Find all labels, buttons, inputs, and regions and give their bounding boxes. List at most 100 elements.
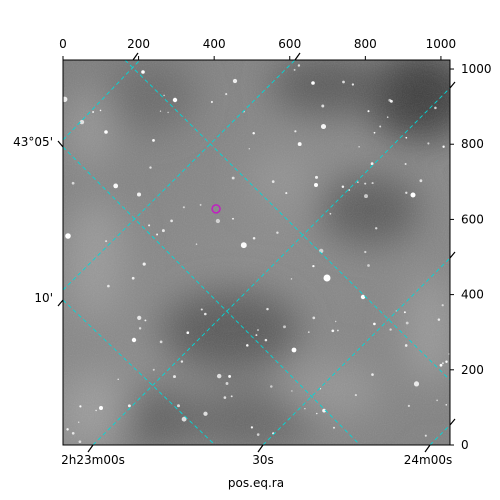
star [250, 426, 254, 429]
star [152, 139, 155, 142]
ra-tick-label-2: 24m00s [404, 453, 452, 467]
top-tick-label: 600 [278, 37, 301, 51]
star [307, 331, 310, 333]
star [348, 189, 351, 191]
star [92, 111, 95, 113]
star [173, 375, 176, 379]
star [371, 182, 374, 185]
star [434, 106, 437, 110]
world-tick [424, 444, 431, 453]
star [290, 278, 293, 280]
star [424, 434, 427, 437]
star [195, 243, 198, 245]
grid-line [262, 257, 450, 445]
star [445, 360, 448, 363]
star [71, 431, 75, 435]
star [367, 110, 370, 113]
world-tick [449, 418, 456, 426]
star [436, 399, 438, 402]
star [252, 132, 255, 135]
star [285, 192, 288, 195]
star [95, 409, 97, 412]
grid-line [63, 299, 216, 445]
top-axis-tick-labels: 0 200 400 600 800 1000 [59, 37, 456, 51]
star [364, 182, 367, 185]
target-marker [211, 204, 221, 214]
star [252, 237, 256, 240]
star [200, 308, 203, 311]
world-tick [449, 251, 456, 259]
star [441, 362, 444, 365]
star [351, 83, 355, 86]
world-tick [132, 52, 139, 61]
plot-frame [62, 59, 451, 446]
star [215, 218, 221, 224]
star [264, 338, 268, 342]
star [291, 390, 293, 392]
star [439, 363, 443, 367]
star [320, 123, 327, 130]
star [358, 146, 360, 148]
star [78, 421, 80, 423]
bright-star [131, 337, 137, 343]
star [199, 203, 202, 206]
star [315, 175, 318, 179]
star [445, 403, 448, 406]
star [329, 212, 332, 215]
star [216, 373, 222, 379]
star [379, 125, 382, 128]
grid-line [429, 424, 450, 445]
bright-star [104, 130, 108, 134]
bright-star [410, 192, 416, 198]
coordinate-grid [63, 60, 450, 445]
star [257, 329, 259, 331]
star [156, 233, 159, 236]
right-tick-label: 1000 [461, 62, 492, 76]
star [341, 185, 345, 188]
star [152, 368, 155, 371]
star [182, 206, 185, 209]
star [304, 407, 306, 410]
star [246, 344, 249, 347]
star [113, 183, 119, 189]
grid-line [63, 146, 361, 445]
bright-star [65, 233, 71, 239]
pixel-axis-ticks [62, 56, 454, 446]
bright-star [291, 347, 297, 353]
star [312, 316, 316, 320]
star [373, 131, 376, 134]
star [405, 136, 408, 139]
star [79, 405, 82, 408]
star [228, 374, 232, 378]
star [389, 328, 392, 331]
star [163, 94, 165, 97]
star [413, 381, 420, 387]
star [342, 80, 345, 84]
star [105, 240, 108, 243]
star [276, 231, 279, 234]
star [232, 78, 238, 84]
right-tick-label: 400 [461, 288, 484, 302]
star [99, 109, 102, 112]
right-axis-tick-labels: 0 200 400 600 800 1000 [461, 62, 492, 452]
star [255, 334, 258, 337]
star [386, 116, 389, 118]
star [357, 181, 359, 183]
star [316, 412, 318, 415]
star [71, 181, 75, 185]
star [270, 385, 273, 388]
star [321, 104, 325, 108]
x-axis-title: pos.eq.ra [228, 476, 284, 490]
right-tick-label: 0 [461, 438, 469, 452]
star [404, 162, 407, 166]
bright-star [323, 274, 331, 282]
star [127, 404, 131, 408]
star [441, 304, 444, 307]
star [373, 322, 376, 326]
top-tick-label: 800 [354, 37, 377, 51]
star [177, 404, 180, 408]
star [370, 162, 374, 166]
star [137, 315, 142, 321]
sky-image [63, 60, 450, 445]
